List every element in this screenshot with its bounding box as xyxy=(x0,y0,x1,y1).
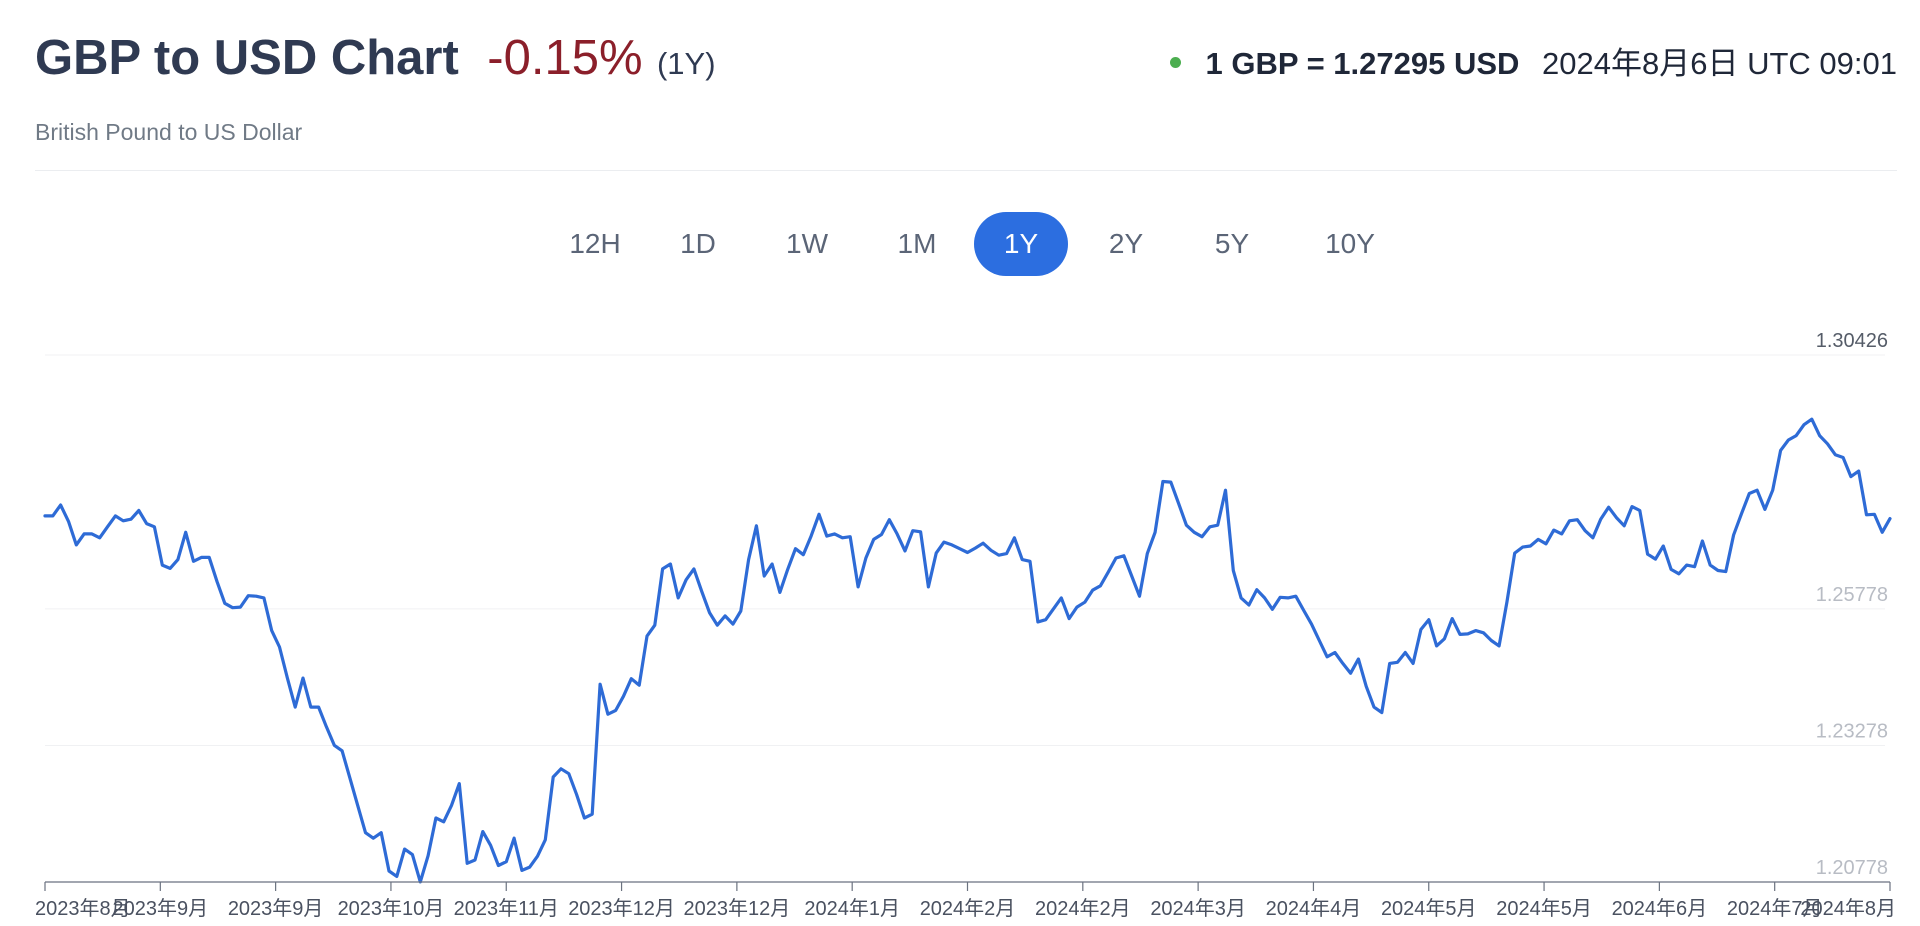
series-line xyxy=(43,417,1892,884)
range-button-1d[interactable]: 1D xyxy=(680,228,716,259)
x-tick-label: 2024年2月 xyxy=(920,897,1016,920)
x-tick-label: 2023年11月 xyxy=(454,897,559,920)
x-tick-label: 2023年10月 xyxy=(338,897,445,920)
title-row: GBP to USD Chart -0.15% (1Y) xyxy=(35,30,716,86)
x-tick-label: 2024年6月 xyxy=(1612,897,1708,920)
x-tick-label: 2024年5月 xyxy=(1381,897,1477,920)
x-tick-label: 2024年1月 xyxy=(804,897,900,920)
time-range-selector: 12H 1D 1W 1M 1Y 2Y 5Y 10Y xyxy=(0,212,1920,276)
live-status-dot-icon xyxy=(1169,57,1181,69)
x-tick-label: 2023年9月 xyxy=(228,897,324,920)
period-label: (1Y) xyxy=(656,46,716,81)
range-button-12h[interactable]: 12H xyxy=(569,228,621,259)
x-tick-label: 2023年8月 xyxy=(35,897,131,920)
y-tick-label: 1.25778 xyxy=(1816,584,1888,606)
range-button-5y[interactable]: 5Y xyxy=(1214,228,1250,259)
range-button-10y[interactable]: 10Y xyxy=(1325,228,1375,259)
range-button-1y[interactable]: 1Y xyxy=(974,212,1068,276)
x-tick-label: 2023年9月 xyxy=(113,897,209,920)
exchange-rate: 1 GBP = 1.27295 USD xyxy=(1205,46,1520,81)
rate-timestamp: 2024年8月6日 UTC 09:01 xyxy=(1542,46,1897,81)
range-button-1m[interactable]: 1M xyxy=(897,228,937,259)
y-tick-label: 1.30426 xyxy=(1816,330,1888,352)
rate-summary: 1 GBP = 1.27295 USD 2024年8月6日 UTC 09:01 xyxy=(1169,38,1897,83)
x-tick-label: 2024年4月 xyxy=(1266,897,1362,920)
percent-change: -0.15% xyxy=(487,31,643,85)
chart-header: GBP to USD Chart -0.15% (1Y) British Pou… xyxy=(35,30,1897,170)
x-tick-label: 2024年3月 xyxy=(1150,897,1246,920)
page-title: GBP to USD Chart xyxy=(35,31,459,85)
x-tick-label: 2024年5月 xyxy=(1496,897,1592,920)
y-tick-label: 1.23278 xyxy=(1816,720,1888,742)
header-divider xyxy=(35,170,1897,171)
x-tick-label: 2024年7月 xyxy=(1727,897,1823,920)
chart-subtitle: British Pound to US Dollar xyxy=(35,119,303,145)
x-tick-label: 2023年12月 xyxy=(684,897,791,920)
x-tick-label: 2023年12月 xyxy=(568,897,675,920)
x-tick-label: 2024年2月 xyxy=(1035,897,1131,920)
y-tick-label: 1.20778 xyxy=(1816,857,1888,879)
x-tick-label: 2024年8月 xyxy=(1800,897,1896,920)
range-button-2y[interactable]: 2Y xyxy=(1108,228,1144,259)
range-button-1w[interactable]: 1W xyxy=(786,228,828,259)
